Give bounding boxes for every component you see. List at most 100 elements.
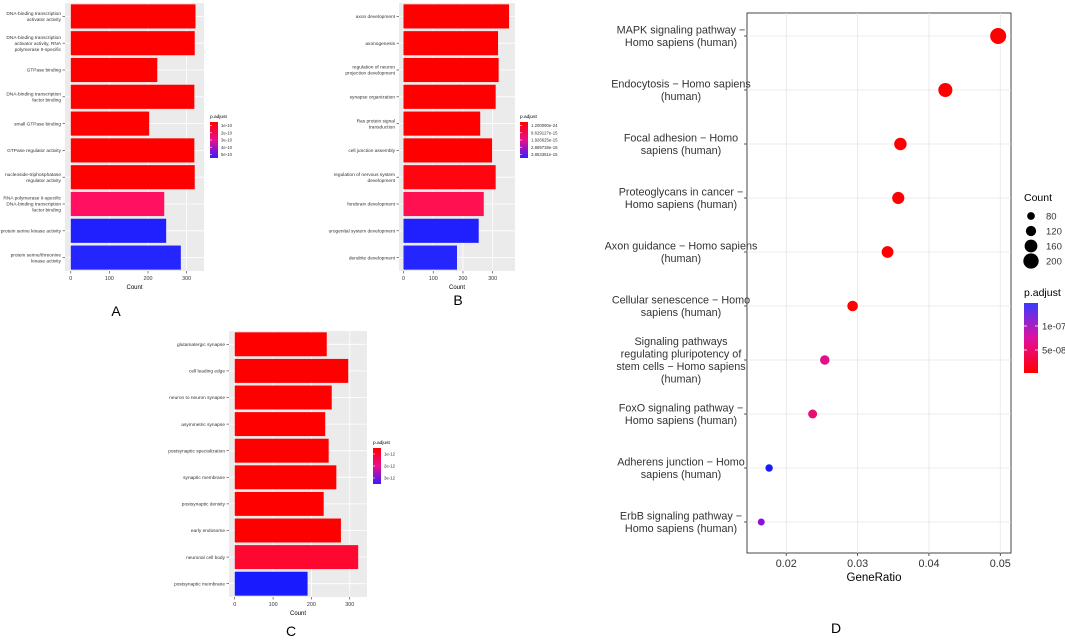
plot-panel-d: [746, 12, 1012, 554]
size-legend-label-d: 160: [1046, 242, 1062, 253]
bar-b: [403, 31, 499, 56]
category-label-b: axon development: [356, 14, 396, 20]
category-label-b: Ras protein signal: [357, 118, 395, 124]
size-legend-label-d: 200: [1046, 257, 1062, 268]
category-label-b: synapse organization: [350, 94, 396, 100]
legend-label-b: 1.926625e-15: [531, 138, 558, 143]
category-label-a: DNA-binding transcription: [6, 202, 61, 208]
x-tick-label-b: 100: [429, 276, 438, 282]
size-legend-label-d: 120: [1046, 227, 1062, 238]
category-label-b: cell junction assembly: [348, 148, 395, 154]
size-legend-title-d: Count: [1024, 192, 1052, 204]
data-point-d: [847, 300, 858, 312]
category-label-b: regulation of neuron: [352, 65, 395, 71]
data-point-d: [808, 409, 818, 419]
category-label-a: RNA polymerase II-specific: [3, 196, 61, 202]
bar-a: [70, 245, 181, 270]
category-label-d: sapiens (human): [641, 145, 721, 157]
x-tick-label-c: 300: [345, 602, 354, 608]
legend-label-a: 2e-10: [221, 130, 233, 135]
category-label-a: regulator activity: [26, 178, 62, 184]
legend-colorbar-b: [520, 122, 528, 158]
x-tick-label-c: 100: [269, 602, 278, 608]
size-legend-dot-d: [1027, 212, 1035, 220]
category-label-d: Axon guidance − Homo sapiens: [605, 241, 758, 253]
legend-label-a: 5e-10: [221, 152, 233, 157]
category-label-d: (human): [661, 91, 701, 103]
bar-c: [234, 571, 308, 596]
category-label-a: protein serine kinase activity: [1, 228, 62, 234]
size-legend-dot-d: [1025, 225, 1037, 237]
category-label-d: Homo sapiens (human): [625, 37, 737, 49]
category-label-a: DNA-binding transcription: [6, 91, 61, 97]
bar-a: [70, 191, 165, 217]
color-legend-label-d: 5e-08: [1042, 346, 1065, 357]
category-label-c: postsynaptic specialization: [168, 448, 225, 454]
panel-b-chart: axon development axonogenesis regulation o…: [329, 3, 558, 291]
data-point-d: [820, 355, 830, 365]
category-label-d: Adherens junction − Homo: [617, 457, 745, 469]
category-label-a: DNA-binding transcription: [6, 11, 61, 17]
bar-a: [70, 111, 150, 136]
data-point-d: [892, 191, 905, 205]
bar-b: [403, 57, 499, 83]
category-label-a: protein serine/threonine: [11, 252, 62, 258]
legend-colorbar-a: [210, 122, 218, 158]
x-tick-label-c: 200: [307, 602, 316, 608]
category-label-c: asymmetric synapse: [181, 422, 225, 428]
category-label-b: axonogenesis: [365, 41, 395, 47]
category-label-d: Cellular senescence − Homo: [612, 295, 750, 307]
category-label-d: stem cells − Homo sapiens: [616, 361, 746, 373]
legend-label-b: 2.889738e-15: [531, 145, 558, 150]
bar-c: [234, 358, 349, 383]
x-tick-label-a: 300: [182, 276, 191, 282]
panel-letter-a: A: [111, 303, 121, 319]
bar-b: [403, 84, 496, 109]
category-label-b: regulation of nervous system: [334, 172, 395, 178]
category-label-a: small GTPase binding: [14, 121, 61, 127]
category-label-b: transduction: [369, 124, 395, 130]
legend-title-c: p.adjust: [373, 440, 390, 446]
size-legend-dot-d: [1023, 253, 1039, 269]
color-legend-title-d: p.adjust: [1024, 287, 1061, 299]
category-label-a: activator activity: [27, 17, 62, 23]
bar-a: [70, 31, 195, 56]
x-axis-title-c: Count: [290, 611, 306, 617]
category-label-c: early endosome: [191, 528, 225, 534]
x-axis-title-b: Count: [449, 285, 465, 291]
category-label-b: dendrite development: [349, 255, 396, 261]
category-label-a: factor binding: [32, 208, 61, 214]
x-tick-label-b: 0: [402, 276, 405, 282]
bar-b: [403, 218, 479, 243]
category-label-a: GTPase binding: [27, 68, 62, 74]
panel-c-chart: glutamatergic synapse cell leading edge ne…: [168, 331, 396, 617]
x-tick-label-d: 0.04: [918, 558, 939, 570]
data-point-d: [881, 246, 894, 258]
legend-label-a: 1e-10: [221, 123, 233, 128]
legend-label-b: 3.853351e-15: [531, 152, 558, 157]
x-tick-label-d: 0.03: [847, 558, 868, 570]
x-tick-label-a: 200: [144, 276, 153, 282]
legend-label-b: 9.629127e-15: [531, 130, 558, 135]
x-tick-label-a: 100: [105, 276, 114, 282]
category-label-d: Signaling pathways: [634, 336, 728, 348]
category-label-b: projection development: [345, 71, 395, 77]
bar-c: [234, 491, 324, 516]
category-label-d: (human): [661, 373, 701, 385]
category-label-d: sapiens (human): [641, 307, 721, 319]
data-point-d: [990, 28, 1007, 44]
bar-b: [403, 165, 496, 190]
category-label-a: polymerase II-specific: [15, 47, 62, 53]
panel-d-chart: MAPK signaling pathway −Homo sapiens (hu…: [605, 12, 1065, 584]
bar-a: [70, 165, 195, 190]
x-tick-label-a: 0: [69, 276, 72, 282]
bar-b: [403, 245, 457, 270]
x-tick-label-b: 200: [458, 276, 467, 282]
bar-b: [403, 111, 481, 136]
category-label-b: forebrain development: [347, 202, 395, 208]
x-tick-label-d: 0.02: [776, 558, 797, 570]
category-label-b: urogenital system development: [329, 228, 396, 234]
legend-label-a: 3e-10: [221, 138, 233, 143]
legend-label-a: 4e-10: [221, 145, 233, 150]
